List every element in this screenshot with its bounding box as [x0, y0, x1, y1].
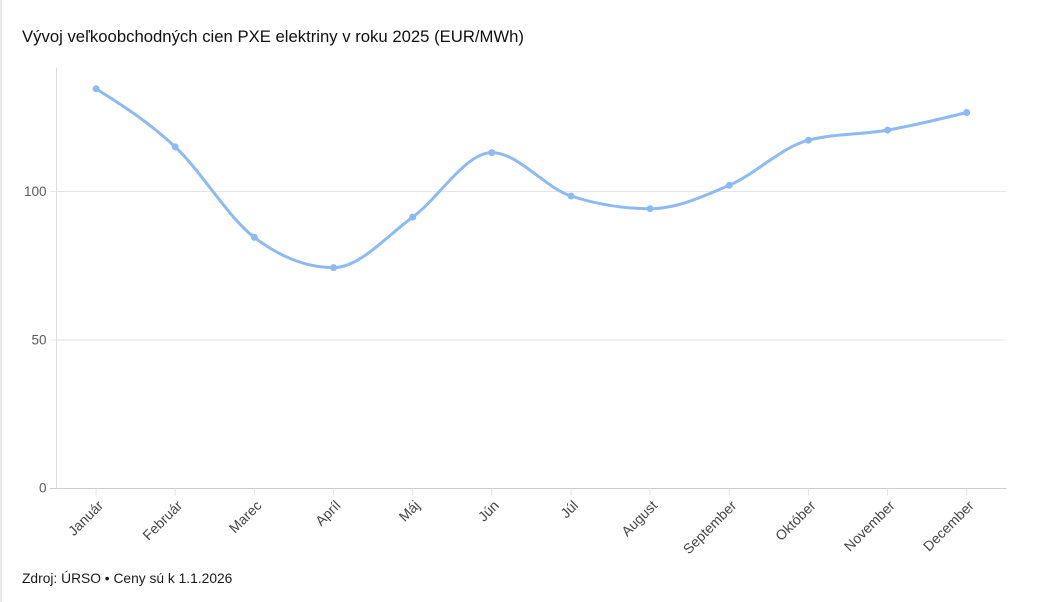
svg-text:Jún: Jún	[475, 497, 502, 524]
svg-text:September: September	[680, 497, 740, 557]
svg-text:Január: Január	[65, 497, 107, 539]
svg-text:Vývoj veľkoobchodných cien PXE: Vývoj veľkoobchodných cien PXE elektriny…	[22, 27, 524, 46]
svg-text:Október: Október	[772, 497, 819, 544]
svg-text:Apríl: Apríl	[312, 497, 344, 529]
svg-text:100: 100	[24, 184, 47, 199]
svg-text:Máj: Máj	[396, 497, 423, 524]
svg-text:November: November	[841, 497, 898, 554]
svg-text:August: August	[618, 497, 660, 539]
svg-text:50: 50	[31, 332, 46, 347]
svg-text:Február: Február	[139, 497, 185, 543]
svg-text:0: 0	[39, 481, 47, 496]
svg-text:Marec: Marec	[226, 497, 265, 536]
svg-text:Zdroj: ÚRSO • Ceny sú k 1.1.20: Zdroj: ÚRSO • Ceny sú k 1.1.2026	[22, 570, 233, 586]
svg-text:December: December	[920, 497, 977, 554]
svg-text:Júl: Júl	[557, 497, 581, 521]
